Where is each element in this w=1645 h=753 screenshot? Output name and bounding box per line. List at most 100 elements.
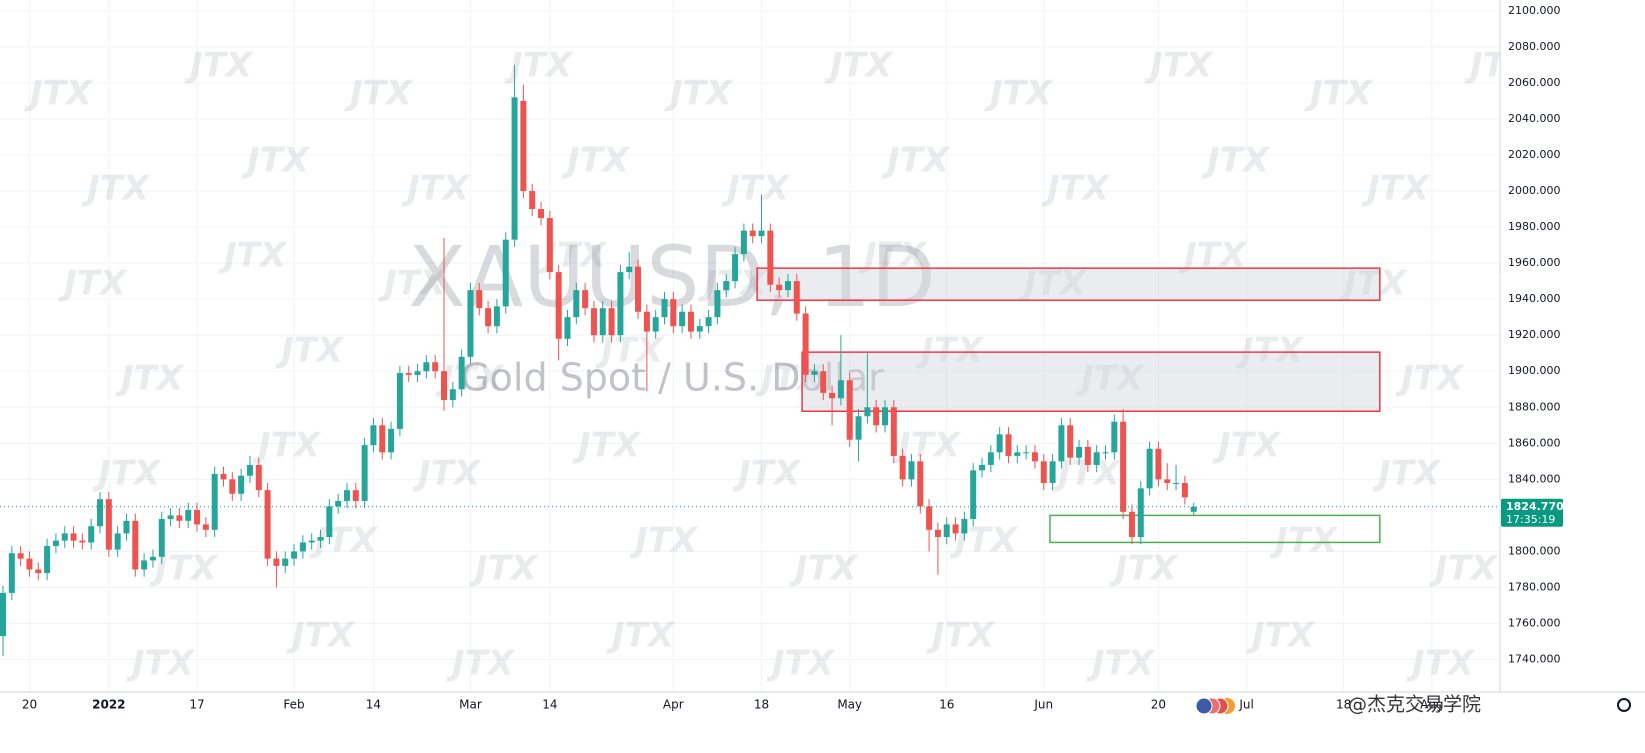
candle-body [379, 425, 386, 453]
candle-body [784, 281, 791, 291]
candle-body [749, 230, 756, 237]
candle-body [1031, 452, 1038, 462]
candle-body [220, 473, 227, 480]
candle-body [979, 464, 986, 471]
candle-body [1093, 452, 1100, 465]
watermark: JTX [1235, 331, 1305, 371]
candle-body [740, 230, 747, 255]
candle-body [696, 326, 703, 332]
candle-body [1164, 479, 1171, 483]
candle-body [970, 470, 977, 519]
candle-body [458, 356, 465, 390]
watermark: JTX [1304, 74, 1374, 114]
candle-body [0, 592, 6, 637]
candle-body [776, 284, 783, 291]
candle-body [882, 407, 888, 426]
candle-body [335, 500, 342, 507]
y-tick-label: 1800.000 [1508, 544, 1561, 557]
candle-body [546, 218, 553, 273]
candle-body [635, 266, 642, 312]
candle-body [626, 266, 633, 273]
x-tick-label: 16 [939, 698, 954, 712]
y-tick-label: 1840.000 [1508, 472, 1561, 485]
candle-body [282, 558, 289, 566]
x-tick-label: 17 [189, 698, 204, 712]
watermark: JTX [275, 331, 345, 371]
candle-body [873, 407, 880, 426]
y-tick-label: 2100.000 [1508, 4, 1561, 17]
watermark: JTX [824, 46, 894, 86]
event-icons [1195, 697, 1235, 715]
candle-body [308, 540, 315, 543]
watermark: JTX [1269, 521, 1339, 561]
watermark: JTX [184, 46, 254, 86]
candle-body [864, 407, 871, 417]
candle-body [432, 362, 439, 372]
candle-body [1102, 452, 1109, 454]
candle-body [238, 475, 245, 494]
x-tick-label: Jul [1238, 698, 1253, 712]
candle-body [934, 529, 941, 538]
candle-body [1040, 461, 1047, 483]
candle-body [943, 524, 950, 538]
settings-button[interactable] [1617, 698, 1631, 712]
candle-body [679, 311, 686, 327]
candle-body [599, 308, 606, 336]
candle-body [79, 540, 86, 543]
y-tick-label: 1740.000 [1508, 653, 1561, 666]
candle-body [1058, 425, 1065, 462]
candle-body [793, 281, 800, 314]
candle-body [44, 546, 51, 574]
y-tick-label: 2020.000 [1508, 148, 1561, 161]
watermark: JTX [218, 236, 288, 276]
y-tick-label: 1920.000 [1508, 328, 1561, 341]
candle-body [1005, 434, 1012, 456]
candle-body [890, 407, 897, 456]
candle-body [652, 317, 659, 332]
watermark: JTX [881, 141, 951, 181]
watermark: JTX [1201, 141, 1271, 181]
y-tick-label: 1780.000 [1508, 580, 1561, 593]
candle-body [1120, 421, 1127, 512]
candle-body [264, 490, 271, 559]
countdown: 17:35:19 [1506, 513, 1555, 526]
y-tick-label: 2080.000 [1508, 40, 1561, 53]
watermark: JTX [58, 264, 128, 304]
candles [0, 64, 1197, 656]
watermark: JTX [286, 616, 356, 656]
candle-body [1067, 425, 1074, 458]
watermark: JTX [595, 331, 665, 371]
candle-body [608, 308, 615, 336]
candle-body [158, 519, 165, 557]
axes: 1740.000 1760.000 1780.000 1800.000 1840.000… [0, 4, 1564, 712]
watermark: JTX [241, 141, 311, 181]
candle-body [414, 371, 421, 375]
watermark: JTX [1372, 454, 1442, 494]
x-tick-label: 2022 [92, 698, 125, 712]
candle-body [1084, 446, 1091, 465]
watermark: JTX [1144, 46, 1214, 86]
candle-body [467, 290, 474, 357]
watermark: JTX [446, 644, 516, 684]
candle-body [299, 542, 306, 552]
candle-body [829, 392, 836, 399]
y-tick-label: 2040.000 [1508, 112, 1561, 125]
candle-body [502, 239, 509, 307]
candle-body [855, 416, 862, 440]
candle-body [1146, 448, 1153, 489]
candle-body [1190, 506, 1197, 512]
x-tick-label: 18 [1336, 698, 1351, 712]
grid [0, 0, 1500, 692]
candle-body [758, 230, 765, 237]
watermark: JTX [766, 644, 836, 684]
watermark: JTX [1018, 264, 1088, 304]
zone [756, 267, 1381, 301]
candle-body [837, 380, 844, 399]
settings-icon[interactable] [1617, 698, 1631, 712]
watermark: JTX [1041, 169, 1111, 209]
candle-body [846, 380, 853, 440]
candle-body [8, 553, 15, 593]
candle-body [105, 499, 112, 550]
x-tick-label: Feb [283, 698, 304, 712]
y-tick-label: 1960.000 [1508, 256, 1561, 269]
